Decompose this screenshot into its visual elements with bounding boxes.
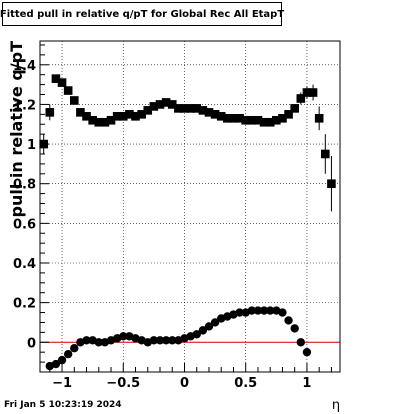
data-point-circle — [168, 336, 177, 345]
data-point-square — [204, 108, 214, 117]
data-point-square — [45, 108, 55, 117]
data-point-square — [63, 86, 73, 95]
data-point-circle — [51, 359, 61, 369]
data-point-square — [192, 104, 202, 113]
data-point-square — [296, 94, 306, 103]
data-point-square — [88, 115, 97, 125]
data-point-square — [57, 78, 67, 87]
data-point-square — [155, 100, 165, 109]
y-tick-label: 0.8 — [13, 178, 36, 193]
data-point-circle — [284, 316, 293, 325]
y-tick-label: 1 — [27, 138, 36, 153]
data-point-circle — [57, 355, 67, 365]
data-point-square — [180, 104, 189, 113]
data-point-circle — [204, 322, 214, 331]
data-point-square — [125, 110, 134, 119]
data-point-circle — [161, 336, 171, 345]
data-point-square — [137, 110, 146, 119]
data-point-square — [290, 104, 299, 113]
data-point-square — [174, 104, 183, 113]
axis-ticks: −1 −0.5 0 0.5 1 0 0.2 0.4 0.6 0.8 1 1.2 1.4 — [13, 44, 332, 391]
data-point-circle — [253, 306, 263, 315]
data-point-circle — [70, 344, 79, 353]
data-point-square — [76, 108, 85, 117]
data-point-square — [314, 113, 324, 123]
data-point-square — [284, 110, 293, 119]
data-point-square — [100, 117, 110, 127]
data-point-square — [253, 115, 263, 125]
data-point-square — [94, 117, 104, 127]
data-point-circle — [259, 306, 269, 315]
data-point-square — [278, 113, 287, 123]
y-tick-label: 0.2 — [13, 297, 36, 312]
y-tick-label: 1.2 — [13, 98, 36, 113]
grid-lines — [40, 41, 340, 372]
data-point-square — [259, 117, 269, 127]
data-point-square — [302, 88, 312, 97]
x-tick-label: 1 — [302, 376, 311, 391]
data-point-circle — [149, 336, 159, 345]
x-axis-label: η — [332, 398, 340, 413]
data-point-square — [321, 149, 330, 159]
data-point-square — [229, 113, 238, 123]
data-point-circle — [302, 347, 312, 357]
data-point-square — [210, 110, 220, 119]
x-tick-label: −1 — [52, 376, 72, 391]
data-point-square — [69, 96, 79, 105]
data-point-square — [167, 100, 177, 109]
data-point-square — [82, 112, 91, 121]
x-tick-label: 0 — [180, 376, 189, 391]
x-tick-label: −0.5 — [106, 376, 140, 391]
data-point-square — [265, 117, 275, 127]
data-point-circle — [266, 306, 275, 315]
data-point-square — [186, 104, 195, 113]
data-point-square — [118, 112, 128, 121]
plot-frame — [39, 40, 341, 373]
data-point-square — [223, 113, 232, 123]
y-axis-label: pull in relative q/pT — [7, 41, 26, 218]
data-point-circle — [198, 326, 208, 335]
data-points — [39, 74, 336, 371]
data-point-square — [149, 102, 159, 111]
data-point-circle — [278, 308, 287, 317]
data-point-square — [51, 74, 61, 83]
data-point-circle — [155, 336, 165, 345]
chart-title: Fitted pull in relative q/pT for Global … — [0, 2, 284, 26]
data-point-square — [161, 98, 171, 107]
data-point-circle — [210, 318, 220, 327]
data-point-square — [112, 112, 122, 121]
data-point-circle — [119, 332, 128, 341]
data-point-square — [327, 179, 336, 189]
data-point-square — [143, 106, 153, 115]
data-point-circle — [82, 336, 91, 345]
data-point-square — [106, 115, 116, 125]
data-point-square — [235, 113, 244, 123]
data-point-square — [131, 112, 140, 121]
data-point-square — [198, 106, 208, 115]
data-point-circle — [296, 338, 306, 347]
data-point-square — [216, 112, 226, 121]
y-tick-label: 0.4 — [13, 257, 36, 272]
data-point-circle — [235, 308, 244, 317]
x-tick-label: 0.5 — [234, 376, 257, 391]
data-point-circle — [192, 330, 201, 339]
timestamp-label: Fri Jan 5 10:23:19 2024 — [4, 400, 122, 410]
data-point-circle — [63, 349, 73, 359]
data-point-circle — [94, 338, 103, 347]
data-point-square — [272, 115, 281, 125]
y-tick-label: 0.6 — [13, 217, 36, 232]
data-point-square — [241, 115, 251, 125]
y-tick-label: 1.4 — [13, 59, 36, 74]
data-point-circle — [290, 324, 299, 333]
y-tick-label: 0 — [27, 336, 36, 351]
data-point-circle — [247, 306, 257, 315]
data-point-square — [308, 88, 318, 97]
data-point-square — [247, 115, 257, 125]
